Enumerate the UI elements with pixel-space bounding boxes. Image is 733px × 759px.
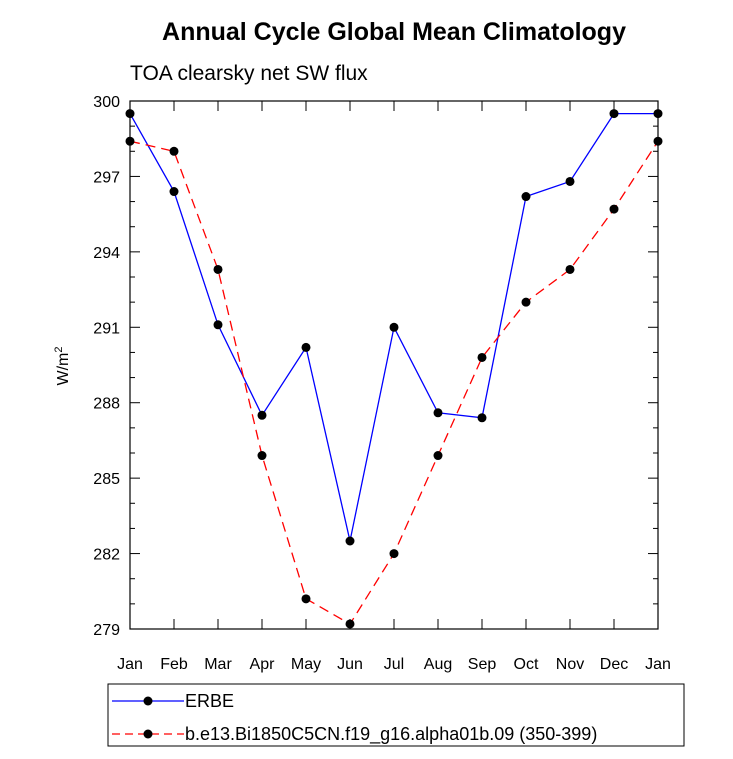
y-tick-label: 294 <box>93 245 120 262</box>
axis-ticks <box>129 100 659 630</box>
series-1-point <box>609 204 619 214</box>
series-layer <box>125 109 663 629</box>
legend-item-model: b.e13.Bi1850C5CN.f19_g16.alpha01b.09 (35… <box>112 724 597 745</box>
series-1-point <box>345 619 355 629</box>
x-tick-label: Jan <box>117 656 143 673</box>
x-tick-label: May <box>291 656 321 673</box>
x-tick-label: Nov <box>556 656 584 673</box>
y-tick-label: 300 <box>93 94 120 111</box>
x-tick-label: Sep <box>468 656 497 673</box>
y-tick-labels: 279 282 285 288 291 294 297 300 <box>93 94 120 639</box>
series-0-point <box>389 322 399 332</box>
x-tick-labels: Jan Feb Mar Apr May Jun Jul Aug Sep Oct Nov Dec Jan <box>117 656 671 673</box>
y-tick-label: 288 <box>93 396 120 413</box>
series-0-point <box>521 192 531 202</box>
x-tick-label: Jun <box>337 656 363 673</box>
series-1-point <box>257 451 267 461</box>
legend: ERBE b.e13.Bi1850C5CN.f19_g16.alpha01b.0… <box>107 683 685 747</box>
series-1-point <box>477 352 487 362</box>
y-axis-label-superscript: 2 <box>53 347 65 353</box>
y-axis-label: W/m2 <box>53 347 72 386</box>
series-1-point <box>521 297 531 307</box>
series-1-point <box>213 264 223 274</box>
series-1-point <box>301 594 311 604</box>
series-0-point <box>433 408 443 418</box>
series-0-point <box>565 176 575 186</box>
series-0-point <box>477 413 487 423</box>
series-0-point <box>301 342 311 352</box>
series-1-point <box>389 549 399 559</box>
legend-label-erbe: ERBE <box>185 691 234 711</box>
legend-item-erbe: ERBE <box>112 691 234 711</box>
series-0-point <box>257 410 267 420</box>
x-tick-label: Mar <box>204 656 232 673</box>
series-1-point <box>433 451 443 461</box>
plot-frame <box>129 100 659 630</box>
x-tick-label: Jul <box>384 656 404 673</box>
legend-label-model: b.e13.Bi1850C5CN.f19_g16.alpha01b.09 (35… <box>185 724 597 745</box>
chart-title: Annual Cycle Global Mean Climatology <box>162 18 626 46</box>
y-tick-label: 297 <box>93 169 120 186</box>
y-tick-label: 282 <box>93 547 120 564</box>
x-tick-label: Dec <box>600 656 628 673</box>
x-tick-label: Apr <box>250 656 276 673</box>
chart-subtitle: TOA clearsky net SW flux <box>130 62 368 85</box>
legend-marker-erbe <box>143 696 153 706</box>
series-0-point <box>345 536 355 546</box>
x-tick-label: Aug <box>424 656 452 673</box>
y-tick-label: 285 <box>93 471 120 488</box>
y-tick-label: 291 <box>93 320 120 337</box>
legend-marker-model <box>143 729 153 739</box>
series-0-point <box>213 320 223 330</box>
x-tick-label: Jan <box>645 656 671 673</box>
y-tick-label: 279 <box>93 622 120 639</box>
y-axis-label-text: W/m <box>55 353 72 386</box>
svg-text:W/m2: W/m2 <box>53 347 72 386</box>
legend-box <box>107 683 685 747</box>
series-0-point <box>609 109 619 119</box>
x-tick-label: Feb <box>160 656 188 673</box>
series-0-point <box>169 187 179 197</box>
x-tick-label: Oct <box>514 656 539 673</box>
series-1-point <box>565 264 575 274</box>
series-1-point <box>169 146 179 156</box>
